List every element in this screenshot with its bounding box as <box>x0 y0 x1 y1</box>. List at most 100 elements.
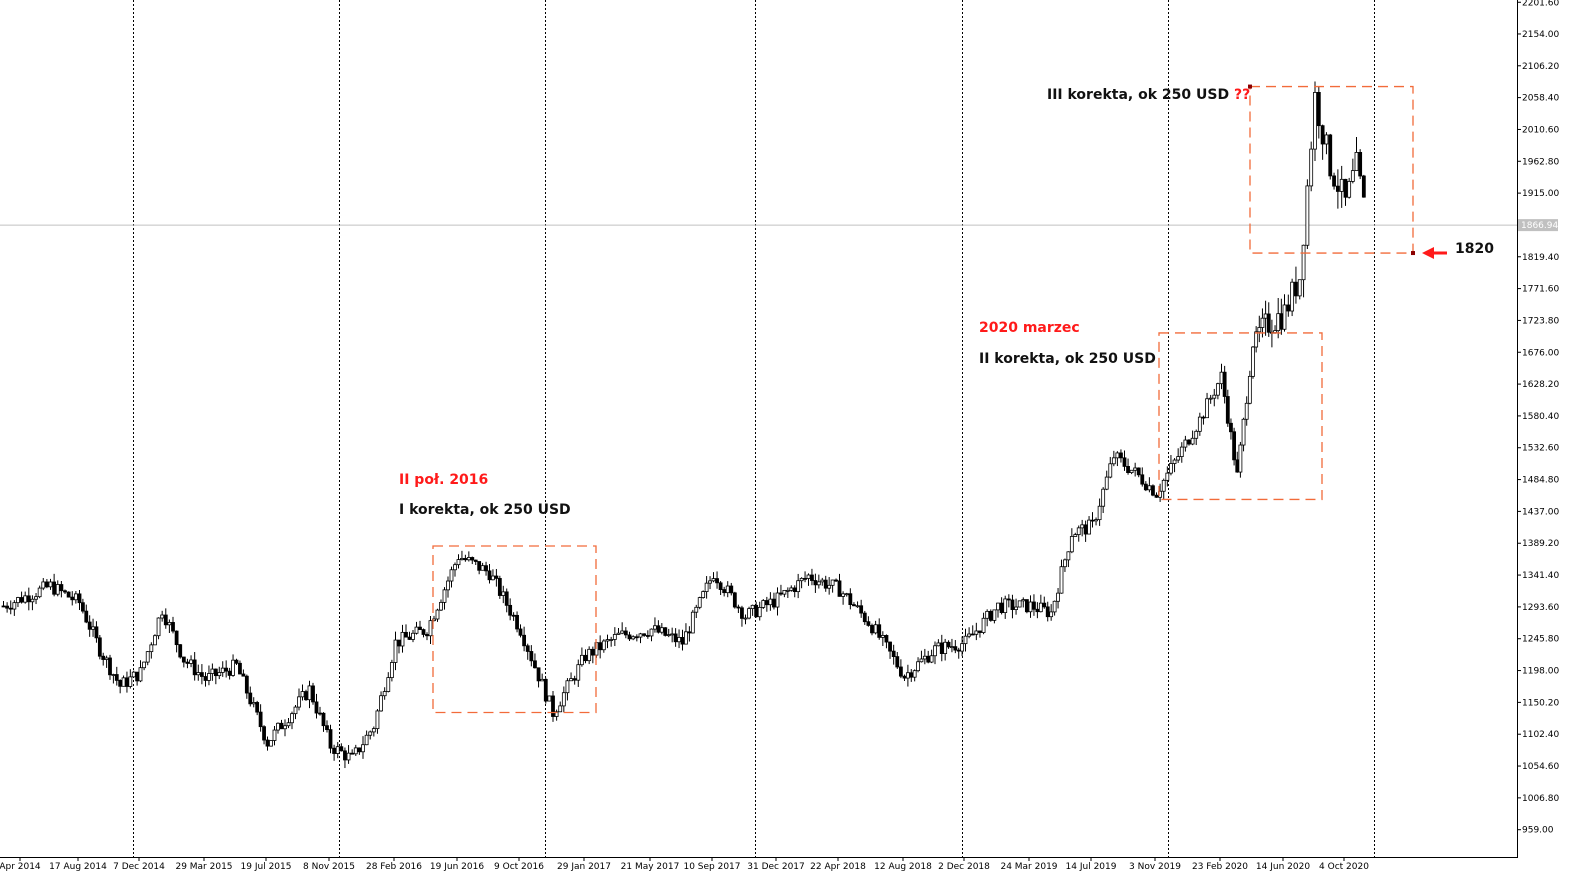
candle-body-16 <box>59 584 64 592</box>
candle-body-367 <box>1290 281 1295 312</box>
x-tick-label-6: 28 Feb 2016 <box>366 862 422 872</box>
candle-289 <box>1021 597 1026 608</box>
candle-307 <box>1083 520 1088 542</box>
x-tick-label-18: 3 Nov 2019 <box>1129 862 1181 872</box>
candle-353 <box>1244 396 1249 426</box>
candle-319 <box>1126 458 1130 475</box>
candle-171 <box>605 634 610 649</box>
candle-369 <box>1297 279 1302 300</box>
candle-172 <box>609 636 614 647</box>
candle-13 <box>48 578 53 590</box>
candle-138 <box>487 563 492 584</box>
candle-240 <box>848 588 853 610</box>
candle-220 <box>779 584 783 596</box>
candle-380 <box>1339 165 1344 208</box>
candle-body-100 <box>353 747 358 755</box>
candle-213 <box>754 601 759 618</box>
candle-158 <box>558 701 563 713</box>
candle-body-152 <box>536 667 541 682</box>
candle-285 <box>1006 594 1011 608</box>
candle-body-350 <box>1235 459 1240 473</box>
candle-134 <box>473 559 478 565</box>
candle-body-300 <box>1059 566 1064 594</box>
candle-84 <box>297 688 301 711</box>
candle-body-214 <box>757 606 762 618</box>
candle-body-201 <box>711 578 716 582</box>
candle-body-109 <box>386 677 391 692</box>
candle-164 <box>579 647 584 667</box>
candle-body-135 <box>477 561 482 571</box>
candle-45 <box>160 610 165 622</box>
candle-body-381 <box>1343 178 1348 198</box>
candle-body-226 <box>799 577 804 582</box>
candle-86 <box>304 689 308 701</box>
candle-body-385 <box>1358 152 1363 177</box>
candle-175 <box>620 622 625 635</box>
candle-body-248 <box>877 624 882 638</box>
candle-body-213 <box>754 604 759 618</box>
candle-199 <box>704 576 709 599</box>
candle-290 <box>1024 599 1029 614</box>
candle-body-244 <box>862 612 867 623</box>
y-tick-label-2: 2106.20 <box>1522 62 1559 72</box>
candle-225 <box>796 573 801 599</box>
candle-69 <box>244 674 249 699</box>
candle-114 <box>404 624 408 638</box>
candle-123 <box>435 608 440 622</box>
candle-body-255 <box>902 675 907 679</box>
candle-body-115 <box>407 636 412 640</box>
candle-186 <box>659 623 664 635</box>
candle-39 <box>138 660 143 683</box>
candle-266 <box>939 634 944 662</box>
candle-40 <box>142 661 147 671</box>
candle-body-252 <box>891 650 896 657</box>
candle-body-309 <box>1090 519 1095 522</box>
candle-body-38 <box>135 671 140 682</box>
candle-93 <box>328 724 333 754</box>
candle-226 <box>799 577 804 589</box>
candle-176 <box>623 627 628 639</box>
candle-309 <box>1090 512 1095 528</box>
candle-283 <box>999 597 1004 615</box>
candle-body-338 <box>1194 430 1199 439</box>
candle-body-63 <box>224 667 229 672</box>
candle-137 <box>484 561 488 576</box>
candle-body-56 <box>199 672 204 677</box>
candle-211 <box>747 606 751 620</box>
candle-97 <box>343 747 347 769</box>
candle-body-170 <box>601 640 606 651</box>
candle-70 <box>248 686 253 707</box>
candle-188 <box>666 628 671 638</box>
candle-61 <box>217 666 222 680</box>
box3-corner-bottom-right <box>1411 251 1415 256</box>
candle-body-145 <box>511 614 516 617</box>
candle-body-11 <box>41 581 46 589</box>
x-tick-label-1: 17 Aug 2014 <box>49 862 107 872</box>
candle-113 <box>400 624 405 653</box>
candle-body-142 <box>501 591 506 596</box>
candle-body-315 <box>1111 457 1116 465</box>
candle-351 <box>1238 441 1243 478</box>
candle-body-144 <box>508 604 513 616</box>
candle-92 <box>325 720 329 733</box>
candle-379 <box>1335 169 1340 209</box>
candle-27 <box>97 635 102 660</box>
candle-169 <box>598 635 603 659</box>
candle-81 <box>286 718 291 729</box>
annotation-2-text: II korekta, ok 250 USD <box>979 351 1156 367</box>
candle-body-334 <box>1179 446 1184 457</box>
candle-329 <box>1161 478 1166 500</box>
candle-331 <box>1169 455 1173 476</box>
candle-body-162 <box>572 678 577 681</box>
candle-body-185 <box>656 625 661 633</box>
y-tick-label-5: 1962.80 <box>1522 157 1559 167</box>
candle-body-301 <box>1063 559 1067 568</box>
candle-126 <box>446 576 450 598</box>
candle-74 <box>262 725 266 745</box>
y-tick-label-13: 1532.60 <box>1522 444 1559 454</box>
candle-141 <box>497 575 502 599</box>
candle-7 <box>26 587 31 611</box>
candle-body-111 <box>393 639 398 663</box>
x-tick-label-13: 22 Apr 2018 <box>810 862 866 872</box>
candle-154 <box>543 677 548 704</box>
